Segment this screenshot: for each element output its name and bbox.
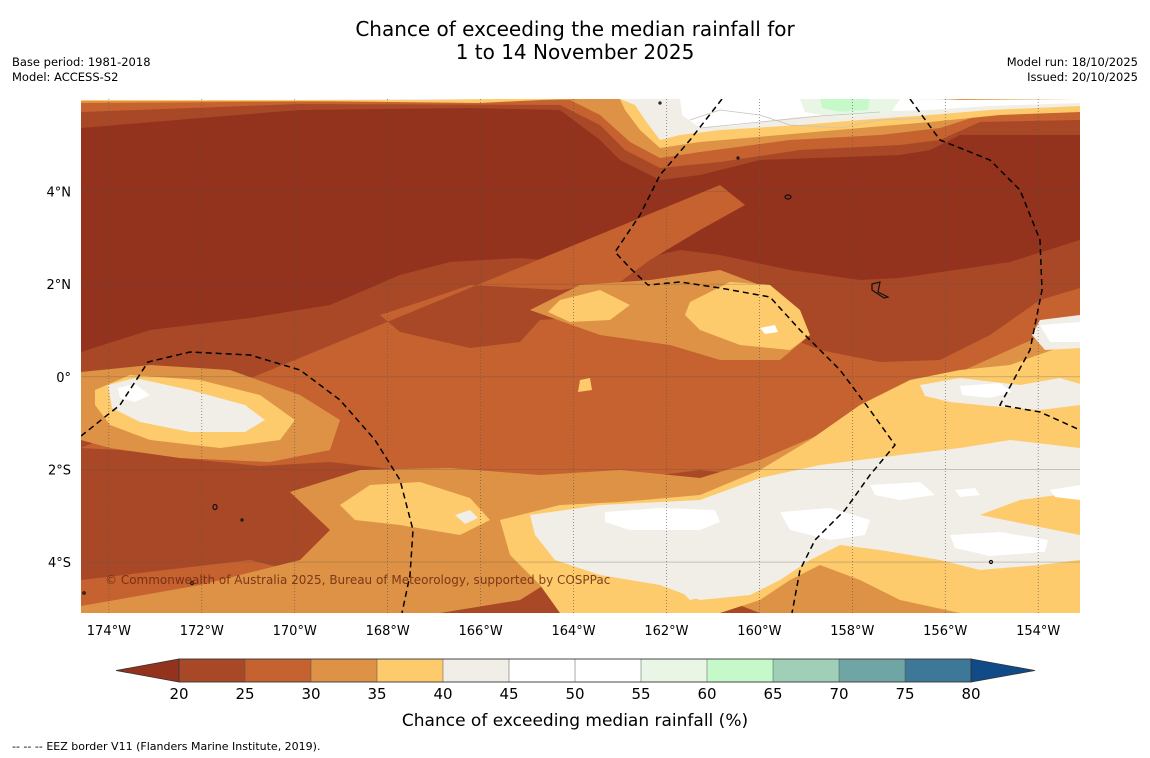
colorbar-tick-label: 50	[565, 685, 584, 703]
chart-title: Chance of exceeding the median rainfall …	[0, 18, 1150, 64]
title-line-2: 1 to 14 November 2025	[455, 40, 695, 64]
colorbar-tick-label: 80	[961, 685, 980, 703]
colorbar-segment	[508, 658, 576, 683]
eez-borders	[81, 99, 1080, 613]
model-run-text: Model run: 18/10/2025	[1006, 55, 1138, 69]
colorbar-tick-label: 45	[499, 685, 518, 703]
lon-label: 162°W	[644, 624, 688, 639]
lon-label: 166°W	[459, 624, 503, 639]
lon-label: 158°W	[830, 624, 874, 639]
colorbar-tick-label: 25	[235, 685, 254, 703]
info-right: Model run: 18/10/2025 Issued: 20/10/2025	[1007, 55, 1138, 85]
colorbar-segment	[574, 658, 642, 683]
colorbar-segment	[706, 658, 774, 683]
lat-label: 2°N	[47, 278, 72, 293]
colorbar-label: Chance of exceeding median rainfall (%)	[402, 711, 748, 731]
colorbar-segment	[376, 658, 444, 683]
colorbar-tick-label: 30	[301, 685, 320, 703]
colorbar-tick-label: 40	[433, 685, 452, 703]
copyright-text: © Commonwealth of Australia 2025, Bureau…	[105, 573, 610, 587]
lon-label: 168°W	[366, 624, 410, 639]
eez-legend-text: EEZ border V11 (Flanders Marine Institut…	[46, 740, 321, 753]
colorbar-segment	[178, 658, 246, 683]
latitude-labels: 4°N 2°N 0° 2°S 4°S	[47, 186, 72, 571]
colorbar-segment	[904, 658, 972, 683]
colorbar-tick-label: 20	[169, 685, 188, 703]
info-left: Base period: 1981-2018 Model: ACCESS-S2	[12, 55, 151, 85]
colorbar-extend-low	[115, 658, 180, 683]
eez-legend-symbol: -- -- --	[12, 740, 43, 753]
lat-label: 0°	[56, 371, 71, 386]
lat-label: 2°S	[48, 463, 71, 478]
lon-label: 164°W	[551, 624, 595, 639]
lon-label: 170°W	[273, 624, 317, 639]
longitude-labels: 174°W 172°W 170°W 168°W 166°W 164°W 162°W 160°W…	[87, 624, 1061, 639]
colorbar-segment	[772, 658, 840, 683]
lat-label: 4°S	[48, 556, 71, 571]
colorbar-segment	[244, 658, 312, 683]
footnote: -- -- -- EEZ border V11 (Flanders Marine…	[12, 740, 320, 753]
colorbar-tick-label: 60	[697, 685, 716, 703]
colorbar-segment	[640, 658, 708, 683]
title-line-1: Chance of exceeding the median rainfall …	[355, 17, 795, 41]
issued-text: Issued: 20/10/2025	[1027, 70, 1138, 84]
lon-label: 154°W	[1016, 624, 1060, 639]
colorbar-tick-label: 55	[631, 685, 650, 703]
colorbar-tick-label: 70	[829, 685, 848, 703]
colorbar-segment	[838, 658, 906, 683]
colorbar-segment	[310, 658, 378, 683]
contour-lines	[689, 109, 931, 129]
graticule	[81, 99, 1080, 613]
colorbar: 20 25 30 35 40 45 50 55 60 65 70 75 80 Chance of exc…	[115, 658, 1036, 731]
colorbar-tick-label: 75	[895, 685, 914, 703]
colorbar-segment	[442, 658, 510, 683]
lon-label: 172°W	[180, 624, 224, 639]
colorbar-tick-label: 65	[763, 685, 782, 703]
map-plot-area: © Commonwealth of Australia 2025, Bureau…	[81, 99, 1080, 613]
contour-band-50	[81, 99, 1080, 556]
lon-label: 156°W	[923, 624, 967, 639]
model-text: Model: ACCESS-S2	[12, 70, 119, 84]
base-period-text: Base period: 1981-2018	[12, 55, 151, 69]
contour-band-60	[820, 99, 870, 112]
islands	[82, 101, 994, 595]
lon-label: 160°W	[737, 624, 781, 639]
colorbar-extend-high	[970, 658, 1036, 683]
lon-label: 174°W	[87, 624, 131, 639]
colorbar-tick-label: 35	[367, 685, 386, 703]
lat-label: 4°N	[47, 186, 72, 201]
contour-band-55	[800, 99, 900, 118]
